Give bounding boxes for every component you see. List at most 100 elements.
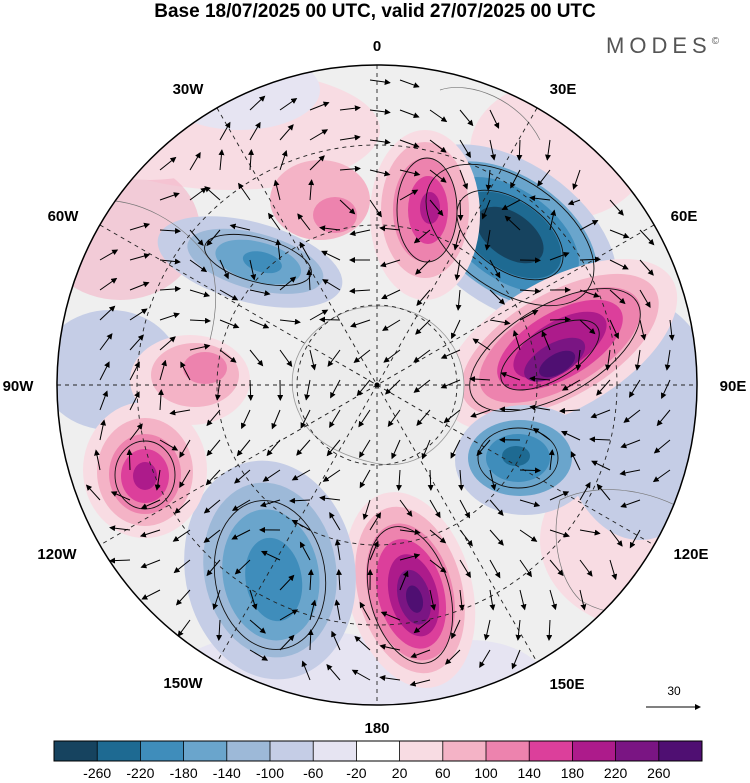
wind-vector [279,634,295,651]
modes-logo: MODES© [606,33,724,58]
wind-vector [416,289,431,306]
wind-vector [429,529,447,544]
wind-vector [159,336,176,351]
wind-vector [308,179,315,201]
wind-vector [189,259,208,273]
wind-vector [172,529,191,542]
wind-vector [216,619,223,641]
colorbar-swatch [486,741,530,761]
wind-vector [548,449,555,471]
anomaly-center-positive [442,259,678,431]
wind-vector [479,649,491,668]
wind-vector [349,287,371,294]
wind-vector [99,305,116,321]
wind-vector [326,439,341,457]
colorbar-swatch [97,741,141,761]
wind-vector [219,121,231,141]
wind-vector [629,529,641,549]
wind-vector [219,319,240,329]
wind-vector [596,483,611,501]
wind-vector [307,569,314,591]
wind-vector [399,169,421,177]
colorbar-swatch [572,741,617,761]
wind-vector [236,439,251,457]
wind-vector [575,349,582,371]
wind-vector [476,439,491,457]
wind-vector [399,570,409,591]
wind-vector [322,469,341,482]
wind-vector [271,409,281,430]
wind-vector [159,312,180,321]
wind-vector [110,491,131,501]
wind-vector [329,511,341,531]
wind-vector [249,619,266,634]
wind-vector [512,329,521,351]
wind-vector [440,349,461,359]
colorbar-tick-label: -220 [126,765,154,781]
wind-vector [455,289,462,311]
colorbar-swatch [658,741,703,761]
wind-vector [203,499,221,514]
wind-vector [519,559,532,578]
wind-vector [339,105,361,112]
wind-vector [413,349,431,363]
wind-vector [519,310,539,321]
reference-vector: 30 [646,684,701,710]
lon-label-120e: 120E [673,546,708,563]
wind-vector [519,288,541,295]
wind-vector [579,559,593,577]
colorbar-swatch [399,741,444,761]
wind-vector [489,559,501,579]
wind-vector [459,529,473,547]
wind-vector [510,169,521,189]
wind-vector [336,569,343,591]
wind-vector [358,409,371,428]
wind-vector [356,379,371,397]
wind-vector [249,349,264,367]
wind-vector [485,169,492,191]
wind-vector [499,406,521,413]
wind-vector [489,289,506,305]
anomaly-center-negative [184,460,356,680]
wind-vector [249,259,257,281]
wind-vector [484,229,491,251]
wind-vector [429,499,441,519]
wind-vector [489,589,496,611]
wind-vector [231,529,251,540]
wind-vector [204,186,221,201]
wind-vector [214,379,221,401]
wind-vector [391,439,401,460]
wind-vector [109,557,131,564]
wind-vector [331,630,341,651]
wind-vector [639,319,647,341]
wind-vector [322,279,341,291]
wind-vector [219,349,237,363]
wind-vector [429,589,437,611]
wind-vector [579,289,600,298]
wind-vector [470,409,491,418]
wind-vector [469,376,491,383]
wind-vector [634,349,641,371]
wind-vector [546,619,553,641]
wind-vector [570,451,581,471]
lon-label-150w: 150W [163,675,203,692]
wind-vector [99,333,113,351]
wind-vector [189,187,207,201]
wind-vector [307,629,314,651]
colorbar-tick-label: 220 [604,765,628,781]
contour-lines [114,157,641,664]
wind-vector [529,375,551,382]
wind-vector [664,349,671,371]
wind-vector [596,379,611,396]
map-disk [56,64,698,706]
wind-vector [330,379,341,399]
wind-vector [440,379,461,389]
wind-vector [379,643,401,651]
wind-vector [369,79,391,85]
wind-vector [129,308,148,321]
wind-vector [289,497,311,504]
wind-vector [291,469,311,481]
wind-vector [620,439,641,449]
wind-vector [203,529,221,543]
wind-vector [279,150,288,171]
